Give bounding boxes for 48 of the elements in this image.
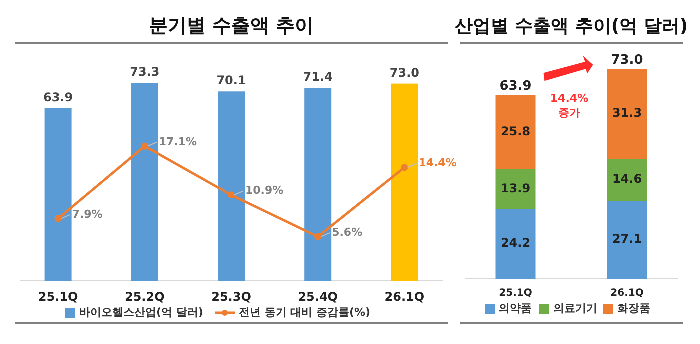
data-label: 14.4% bbox=[418, 156, 457, 170]
x-tick-label: 26.1Q bbox=[610, 288, 644, 299]
legend-label: 화장품 bbox=[618, 302, 650, 316]
data-label: 73.3 bbox=[130, 65, 160, 80]
data-label: 14.6 bbox=[612, 172, 642, 186]
point bbox=[401, 164, 408, 172]
x-tick-label: 25.1Q bbox=[38, 290, 78, 304]
x-tick-label: 25.4Q bbox=[298, 290, 338, 304]
data-label: 63.9 bbox=[43, 90, 74, 105]
bar bbox=[44, 108, 72, 281]
bar bbox=[391, 84, 418, 281]
bar bbox=[131, 83, 158, 281]
data-label: 10.9% bbox=[246, 184, 284, 198]
total-label: 73.0 bbox=[611, 52, 644, 68]
data-label: 73.0 bbox=[390, 66, 420, 80]
data-label: 7.9% bbox=[72, 208, 103, 221]
bar bbox=[218, 92, 245, 281]
data-label: 24.2 bbox=[500, 236, 531, 250]
annotation: 14.4% 증가 bbox=[550, 92, 589, 120]
data-label: 71.4 bbox=[303, 70, 333, 84]
bar bbox=[607, 201, 648, 279]
bar bbox=[496, 95, 536, 170]
data-label: 27.1 bbox=[612, 232, 642, 246]
data-label: 13.9 bbox=[500, 182, 531, 196]
bar bbox=[607, 159, 648, 202]
chart-title: 분기별 수출액 추이 bbox=[148, 15, 314, 38]
x-tick-label: 25.1Q bbox=[499, 288, 532, 299]
bar bbox=[607, 69, 648, 160]
x-tick-label: 25.2Q bbox=[124, 290, 165, 304]
point bbox=[141, 142, 148, 150]
data-label: 70.1 bbox=[216, 74, 246, 88]
data-label: 17.1% bbox=[158, 135, 198, 148]
chart-title: 산업별 수출액 추이(억 달러) bbox=[454, 16, 688, 37]
point bbox=[228, 192, 235, 199]
legend-label: 전년 동기 대비 증감률(%) bbox=[239, 306, 371, 320]
bar bbox=[496, 169, 536, 210]
bar bbox=[304, 88, 332, 281]
bar bbox=[496, 209, 536, 279]
point bbox=[314, 233, 322, 240]
legend-label: 의료기기 bbox=[554, 302, 598, 316]
x-tick-label: 25.3Q bbox=[212, 290, 252, 304]
data-label: 25.8 bbox=[500, 124, 531, 139]
total-label: 63.9 bbox=[500, 78, 532, 94]
x-tick-label: 26.1Q bbox=[384, 290, 425, 304]
data-label: 5.6% bbox=[332, 226, 363, 239]
point bbox=[54, 215, 62, 222]
data-label: 31.3 bbox=[612, 106, 642, 120]
legend-label: 의약품 bbox=[499, 302, 532, 316]
